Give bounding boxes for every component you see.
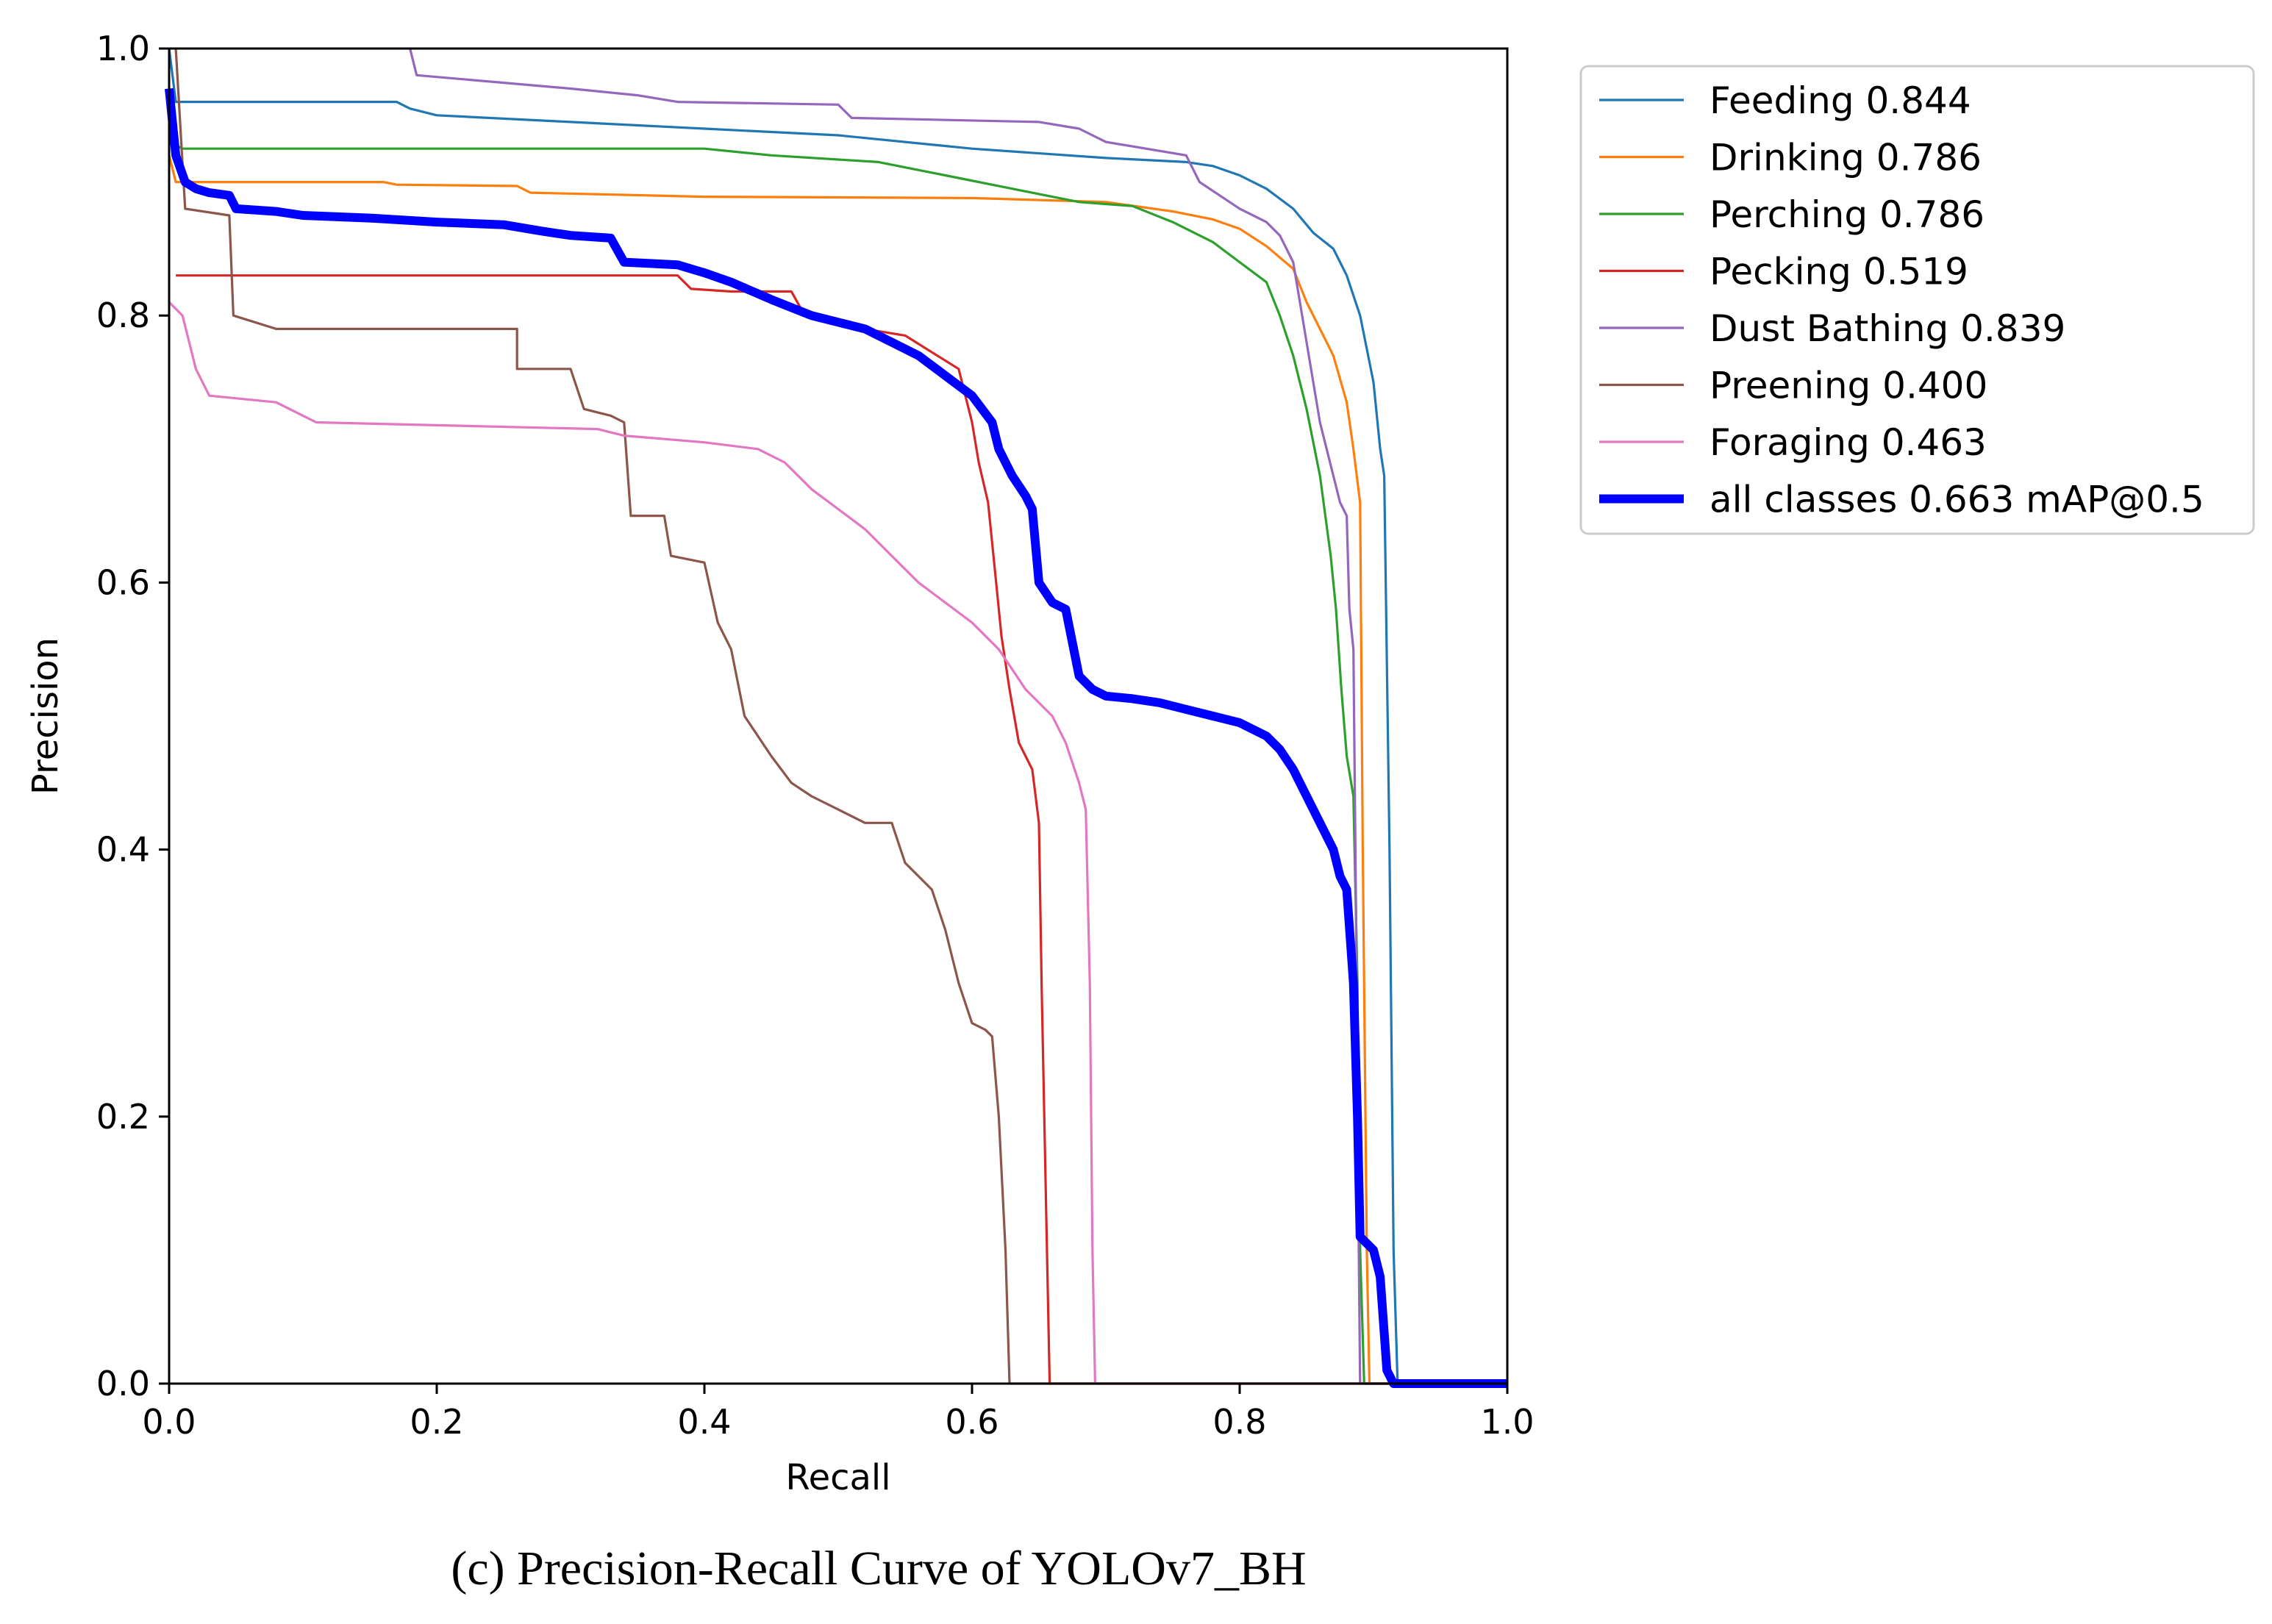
- x-tick-label: 0.6: [945, 1402, 999, 1442]
- x-tick-label: 1.0: [1480, 1402, 1534, 1442]
- y-tick-label: 0.0: [96, 1364, 150, 1403]
- legend-items: Feeding 0.844 Drinking 0.786 Perching 0.78…: [1599, 79, 2204, 521]
- legend-label-drinking: Drinking 0.786: [1710, 137, 1982, 179]
- x-axis-label: Recall: [785, 1457, 890, 1498]
- y-axis-label: Precision: [25, 637, 66, 795]
- legend-label-pecking: Pecking 0.519: [1710, 251, 1968, 293]
- curve-all-classes: [165, 87, 1507, 1388]
- legend-label-preening: Preening 0.400: [1710, 365, 1987, 407]
- x-tick-label: 0.0: [142, 1402, 196, 1442]
- curves-group: [165, 48, 1507, 1388]
- y-axis-ticks: 0.0 0.2 0.4 0.6 0.8 1.0: [96, 29, 169, 1403]
- curve-pecking: [176, 274, 1507, 1385]
- legend: Feeding 0.844 Drinking 0.786 Perching 0.78…: [1579, 65, 2255, 535]
- curve-feeding: [168, 48, 1507, 1385]
- y-tick-label: 0.4: [96, 830, 150, 870]
- legend-label-all-classes: all classes 0.663 mAP@0.5: [1710, 479, 2204, 521]
- legend-label-dust-bathing: Dust Bathing 0.839: [1710, 307, 2065, 350]
- curve-preening: [174, 48, 1507, 1385]
- curve-foraging: [168, 301, 1507, 1385]
- legend-box: [1579, 65, 2255, 535]
- x-tick-label: 0.4: [677, 1402, 731, 1442]
- y-tick-label: 0.6: [96, 562, 150, 602]
- legend-label-feeding: Feeding 0.844: [1710, 79, 1971, 122]
- curve-dust-bathing: [409, 48, 1507, 1385]
- figure-caption: (c) Precision-Recall Curve of YOLOv7_BH: [451, 1542, 1306, 1595]
- plot-background: [169, 49, 1507, 1384]
- plot-frame: [168, 47, 1509, 1385]
- x-tick-label: 0.8: [1212, 1402, 1266, 1442]
- plot-area: [165, 47, 1509, 1388]
- curve-perching: [168, 140, 1507, 1385]
- curve-drinking: [168, 154, 1507, 1385]
- y-tick-label: 1.0: [96, 29, 150, 68]
- y-tick-label: 0.2: [96, 1097, 150, 1137]
- y-tick-label: 0.8: [96, 296, 150, 335]
- legend-label-foraging: Foraging 0.463: [1710, 421, 1987, 464]
- legend-label-perching: Perching 0.786: [1710, 193, 1985, 236]
- x-tick-label: 0.2: [410, 1402, 463, 1442]
- x-axis-ticks: 0.0 0.2 0.4 0.6 0.8 1.0: [142, 1384, 1535, 1442]
